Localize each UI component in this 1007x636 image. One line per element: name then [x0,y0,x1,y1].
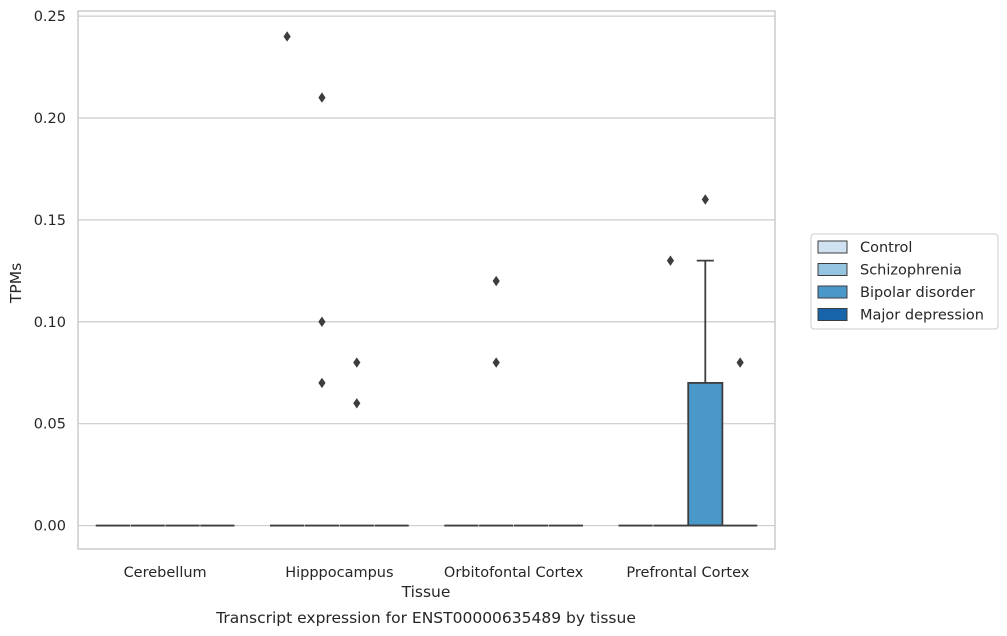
legend-swatch [817,285,848,299]
series-control [95,31,653,527]
legend-swatch [817,308,848,321]
legend-label: Schizophrenia [860,263,962,279]
x-axis-ticks: Cerebellum Hipppocampus Orbitofontal Corte… [124,565,750,581]
outlier-point [318,316,326,327]
outlier-point [353,357,361,368]
outlier-point [318,377,326,389]
y-axis-label: TPMs [7,263,25,304]
box [687,382,724,527]
x-tick-label: Cerebellum [124,565,207,581]
y-tick-label: 0.05 [34,417,66,433]
y-tick-label: 0.25 [34,9,66,25]
y-axis-ticks: 0.00 0.05 0.10 0.15 0.20 0.25 [34,9,66,534]
legend: Control Schizophrenia Bipolar disorder Majo… [810,233,999,330]
series-bipolar-disorder [165,194,724,527]
outlier-point [492,357,500,368]
outlier-point [492,275,500,287]
legend-swatch [817,240,848,254]
outlier-point [666,255,675,266]
box-series [95,31,758,527]
legend-frame [810,233,999,330]
x-tick-label: Orbitofontal Cortex [444,565,584,581]
series-schizophrenia [130,92,688,527]
chart-caption: Transcript expression for ENST0000063548… [215,609,636,627]
legend-label: Bipolar disorder [860,285,975,301]
legend-swatch [817,263,848,276]
outlier-point [318,92,326,103]
plot-frame [77,10,776,550]
grid-lines [78,15,775,527]
outlier-point [701,194,709,205]
legend-label: Major depression [860,308,984,324]
y-tick-label: 0.20 [34,111,66,127]
outlier-point [283,31,291,42]
x-tick-label: Prefrontal Cortex [626,565,749,581]
x-tick-label: Hipppocampus [285,565,393,581]
y-tick-label: 0.15 [34,213,66,229]
y-tick-label: 0.10 [34,315,66,331]
outlier-point [353,398,361,409]
legend-label: Control [860,240,912,256]
outlier-point [736,357,744,368]
x-axis-label: Tissue [401,583,451,601]
series-major-depression [200,357,758,527]
y-tick-label: 0.00 [34,519,66,535]
